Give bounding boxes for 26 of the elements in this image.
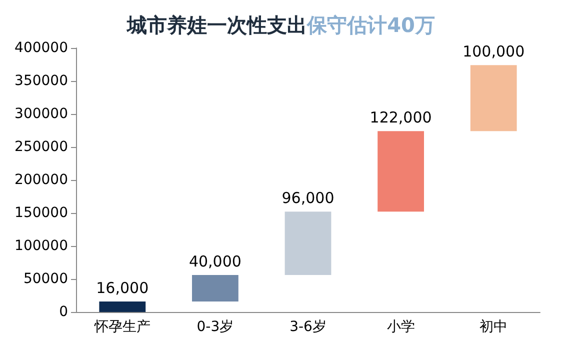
x-tick-label: 小学: [386, 319, 415, 335]
data-label: 100,000: [462, 42, 525, 61]
data-label: 122,000: [370, 108, 432, 127]
chart-subtitle: 保守估计40万: [306, 13, 435, 37]
x-tick-label: 0-3岁: [196, 319, 234, 335]
x-tick-label: 怀孕生产: [93, 319, 150, 335]
data-label: 16,000: [96, 278, 149, 297]
y-tick-label: 300000: [14, 106, 68, 122]
y-tick-label: 400000: [14, 40, 68, 56]
y-tick-label: 50000: [23, 271, 68, 287]
chart-title: 城市养娃一次性支出: [126, 13, 308, 37]
y-tick-label: 100000: [14, 238, 68, 254]
bar: [378, 131, 424, 212]
y-tick-label: 350000: [14, 73, 68, 89]
x-tick-label: 初中: [480, 319, 508, 335]
y-tick-label: 250000: [14, 139, 68, 155]
x-tick-label: 3-6岁: [290, 319, 326, 335]
bar: [284, 212, 332, 276]
data-label: 96,000: [282, 189, 334, 208]
bar: [192, 275, 238, 302]
y-tick-label: 0: [59, 304, 68, 320]
bar: [99, 301, 146, 312]
bar: [470, 65, 517, 132]
y-tick-label: 150000: [14, 205, 68, 221]
data-label: 40,000: [188, 252, 242, 271]
y-tick-label: 200000: [14, 172, 68, 188]
